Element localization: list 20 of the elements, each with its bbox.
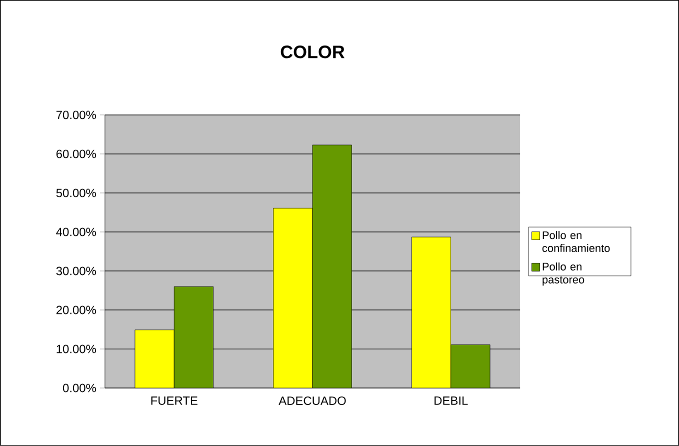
y-tick-label: 30.00% — [56, 266, 96, 276]
legend-label: Pollo en pastoreo — [542, 262, 584, 286]
y-tick-label: 40.00% — [56, 228, 96, 236]
y-tick-label: 50.00% — [56, 188, 96, 198]
bar — [450, 344, 490, 388]
x-tick-label: DEBIL — [434, 396, 468, 405]
legend-label: Pollo en confinamiento — [542, 231, 610, 252]
x-tick-label: FUERTE — [151, 396, 198, 405]
chart-title: COLOR — [280, 46, 345, 58]
y-tick-label: 20.00% — [56, 306, 96, 314]
y-tick-label: 0.00% — [62, 384, 96, 392]
bar — [412, 236, 452, 388]
y-tick-label: 10.00% — [56, 344, 96, 354]
bar — [174, 286, 214, 388]
x-tick-label: ADECUADO — [278, 396, 346, 406]
bar — [134, 330, 174, 388]
y-tick-label: 70.00% — [56, 110, 96, 120]
bar — [312, 144, 352, 388]
bar — [273, 208, 313, 388]
y-tick-label: 60.00% — [56, 150, 96, 158]
